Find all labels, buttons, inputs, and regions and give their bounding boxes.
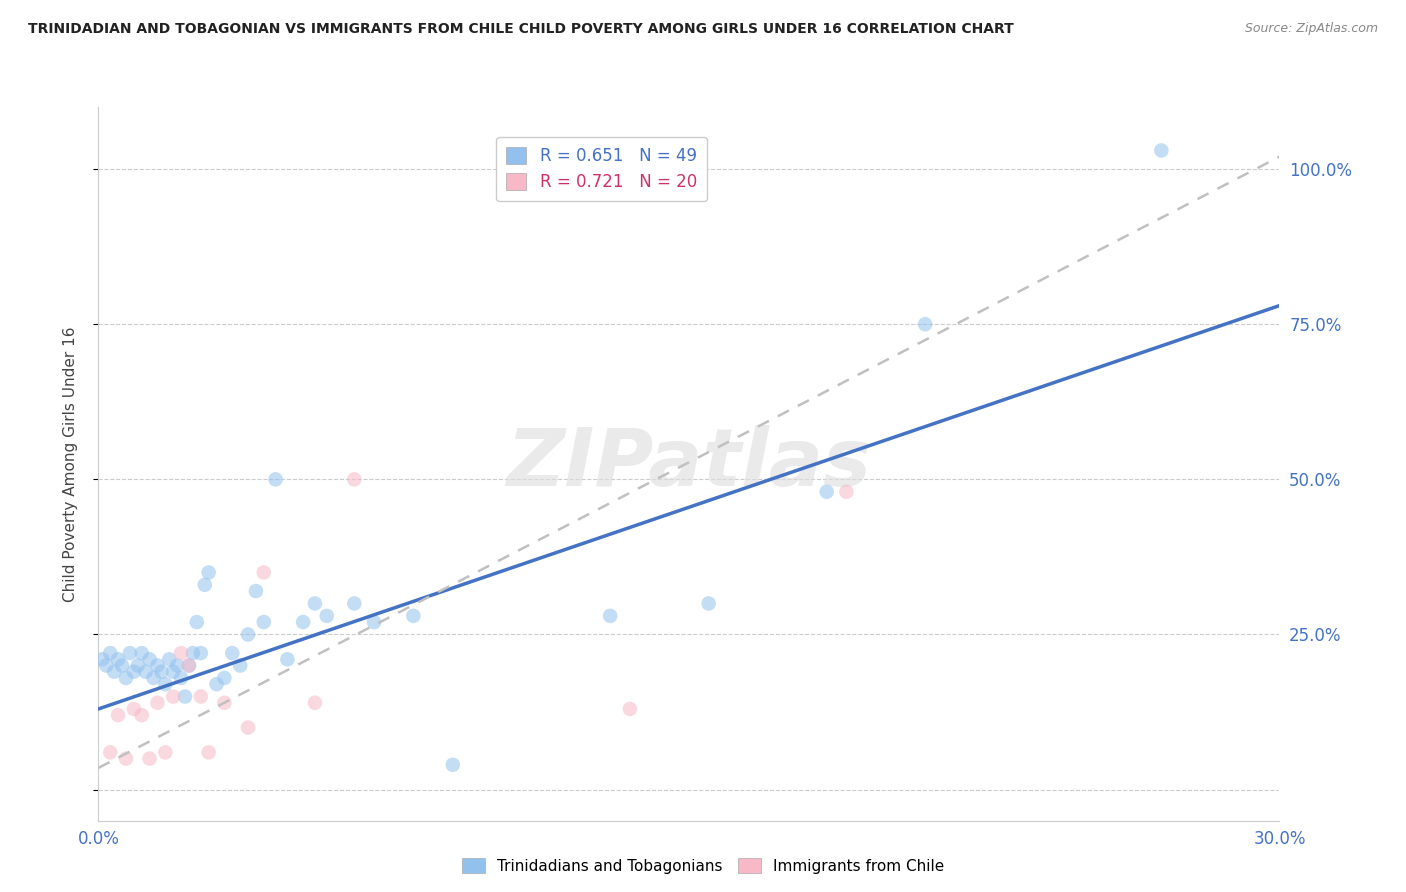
Point <box>190 646 212 660</box>
Point <box>245 584 267 599</box>
Point <box>127 658 149 673</box>
Point <box>98 745 121 759</box>
Point <box>205 677 228 691</box>
Point <box>131 708 153 723</box>
Point <box>111 658 134 673</box>
Point <box>343 472 366 486</box>
Point <box>155 745 177 759</box>
Point <box>118 646 141 660</box>
Point <box>122 702 145 716</box>
Point <box>186 615 208 629</box>
Point <box>264 472 287 486</box>
Point <box>174 690 197 704</box>
Point <box>441 757 464 772</box>
Point <box>221 646 243 660</box>
Point <box>181 646 204 660</box>
Point <box>131 646 153 660</box>
Point <box>214 671 236 685</box>
Point <box>197 745 219 759</box>
Point <box>236 627 259 641</box>
Point <box>157 652 180 666</box>
Point <box>135 665 157 679</box>
Y-axis label: Child Poverty Among Girls Under 16: Child Poverty Among Girls Under 16 <box>63 326 77 601</box>
Point <box>619 702 641 716</box>
Point <box>170 671 193 685</box>
Point <box>170 646 193 660</box>
Point <box>155 677 177 691</box>
Point <box>107 652 129 666</box>
Point <box>150 665 173 679</box>
Point <box>214 696 236 710</box>
Point <box>177 658 200 673</box>
Point <box>229 658 252 673</box>
Point <box>96 658 118 673</box>
Text: TRINIDADIAN AND TOBAGONIAN VS IMMIGRANTS FROM CHILE CHILD POVERTY AMONG GIRLS UN: TRINIDADIAN AND TOBAGONIAN VS IMMIGRANTS… <box>28 22 1014 37</box>
Point <box>402 608 425 623</box>
Point <box>236 721 259 735</box>
Point <box>697 597 720 611</box>
Point <box>343 597 366 611</box>
Point <box>115 671 138 685</box>
Point <box>276 652 298 666</box>
Point <box>122 665 145 679</box>
Point <box>304 696 326 710</box>
Point <box>835 484 858 499</box>
Point <box>142 671 165 685</box>
Point <box>197 566 219 580</box>
Point <box>146 658 169 673</box>
Point <box>253 566 276 580</box>
Legend: R = 0.651   N = 49, R = 0.721   N = 20: R = 0.651 N = 49, R = 0.721 N = 20 <box>496 136 707 202</box>
Legend: Trinidadians and Tobagonians, Immigrants from Chile: Trinidadians and Tobagonians, Immigrants… <box>456 852 950 880</box>
Point <box>146 696 169 710</box>
Point <box>315 608 337 623</box>
Point <box>107 708 129 723</box>
Point <box>138 751 160 765</box>
Point <box>115 751 138 765</box>
Point <box>177 658 200 673</box>
Point <box>815 484 838 499</box>
Point <box>1150 144 1173 158</box>
Text: ZIPatlas: ZIPatlas <box>506 425 872 503</box>
Point <box>91 652 114 666</box>
Point <box>162 690 184 704</box>
Point <box>166 658 188 673</box>
Point <box>190 690 212 704</box>
Point <box>162 665 184 679</box>
Point <box>138 652 160 666</box>
Point <box>914 317 936 331</box>
Text: Source: ZipAtlas.com: Source: ZipAtlas.com <box>1244 22 1378 36</box>
Point <box>363 615 385 629</box>
Point <box>194 578 217 592</box>
Point <box>304 597 326 611</box>
Point <box>253 615 276 629</box>
Point <box>103 665 125 679</box>
Point <box>98 646 121 660</box>
Point <box>599 608 621 623</box>
Point <box>292 615 315 629</box>
